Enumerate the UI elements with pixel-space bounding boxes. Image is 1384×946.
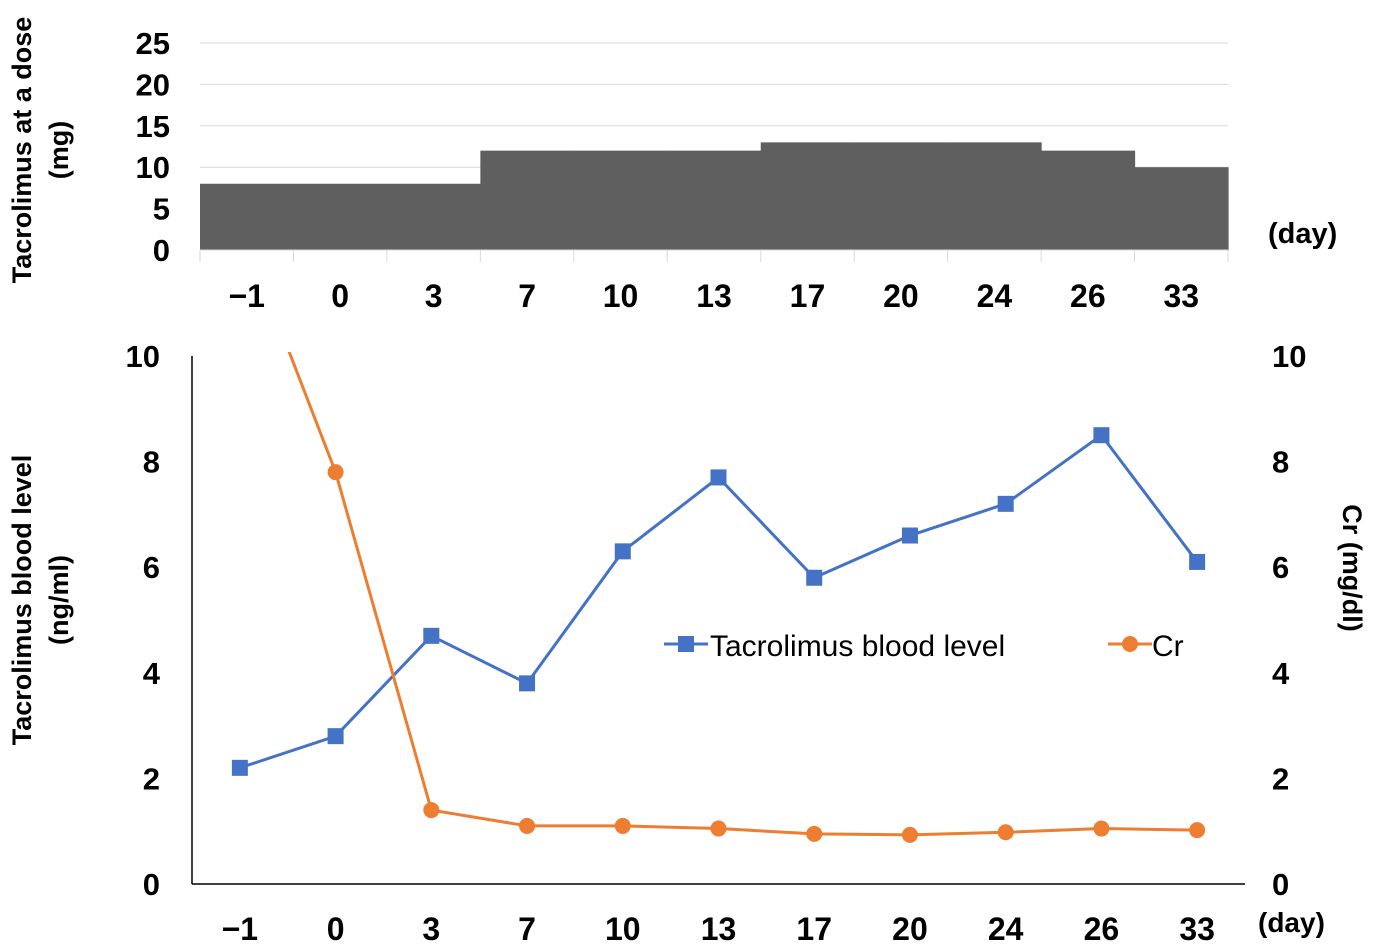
blood-level-y-axis-unit: (ng/ml) <box>44 555 74 645</box>
blood-level-left-tick-label: 0 <box>143 867 160 902</box>
dose-bar-chart: 0 5 10 15 20 25 −1 0 3 7 10 13 17 20 24 26 33 Tacrolimu… <box>7 17 1337 314</box>
dose-y-tick-label: 5 <box>153 192 170 227</box>
blood-level-x-tick-label: 7 <box>518 911 536 946</box>
tacrolimus-data-point <box>423 627 440 644</box>
blood-level-left-tick-label: 10 <box>126 339 160 374</box>
legend-cr-label: Cr <box>1152 630 1184 663</box>
dose-x-axis <box>199 249 1229 262</box>
cr-data-point <box>423 802 440 819</box>
cr-data-point <box>1189 822 1206 839</box>
dose-x-tick-label: 0 <box>331 278 349 314</box>
dose-y-tick-label: 20 <box>136 67 170 102</box>
blood-level-left-tick-label: 2 <box>143 761 160 796</box>
dose-bars <box>200 142 1229 250</box>
tacrolimus-data-point <box>1189 553 1206 570</box>
tacrolimus-data-point <box>1093 427 1110 444</box>
dose-x-tick-label: 26 <box>1070 278 1106 314</box>
dose-y-axis-title: Tacrolimus at a dose <box>7 17 37 284</box>
dose-x-tick-label: 10 <box>603 278 639 314</box>
blood-level-x-tick-label: 20 <box>892 911 928 946</box>
dose-y-tick-label: 10 <box>136 150 170 185</box>
dose-x-tick-label: 13 <box>696 278 732 314</box>
cr-data-point <box>1093 820 1110 837</box>
tacrolimus-data-point <box>614 543 631 560</box>
cr-data-point <box>519 817 536 834</box>
cr-right-tick-label: 10 <box>1272 339 1306 374</box>
tacrolimus-data-point <box>806 569 823 586</box>
line-series <box>231 352 1206 843</box>
legend-tacrolimus-marker <box>678 636 694 652</box>
blood-level-x-tick-label: 3 <box>422 911 440 946</box>
blood-level-x-tick-label: −1 <box>222 911 258 946</box>
blood-level-x-tick-label: 33 <box>1179 911 1215 946</box>
blood-level-left-tick-labels: 0 2 4 6 8 10 <box>126 339 161 902</box>
dose-bar <box>386 183 481 250</box>
blood-level-x-tick-label: 24 <box>988 911 1024 946</box>
legend-cr-marker <box>1122 636 1138 652</box>
blood-level-x-tick-label: 0 <box>327 911 345 946</box>
tacrolimus-data-point <box>997 495 1014 512</box>
cr-right-tick-label: 2 <box>1272 761 1289 796</box>
blood-level-axes <box>191 356 1245 885</box>
legend-tacrolimus-label: Tacrolimus blood level <box>710 630 1005 663</box>
cr-data-point <box>710 820 727 837</box>
dose-x-tick-label: 24 <box>977 278 1013 314</box>
blood-level-y-axis-title: Tacrolimus blood level <box>7 455 37 746</box>
blood-level-x-tick-labels: −1 0 3 7 10 13 17 20 24 26 33 <box>222 911 1215 946</box>
dose-y-tick-label: 25 <box>136 26 170 61</box>
dose-bar <box>760 142 855 250</box>
cr-data-point <box>901 826 918 843</box>
dose-x-tick-labels: −1 0 3 7 10 13 17 20 24 26 33 <box>228 278 1199 314</box>
blood-level-x-axis-unit: (day) <box>1258 907 1325 938</box>
cr-series-line <box>287 352 1198 837</box>
blood-level-left-tick-label: 8 <box>143 445 160 480</box>
tacrolimus-data-point <box>901 527 918 544</box>
cr-data-point <box>327 464 344 481</box>
legend: Tacrolimus blood level Cr <box>664 630 1184 663</box>
tacrolimus-data-point <box>327 728 344 745</box>
tacrolimus-data-point <box>231 759 248 776</box>
cr-y-axis-title: Cr (mg/dl) <box>1337 504 1367 632</box>
blood-level-left-tick-label: 6 <box>143 550 160 585</box>
dose-x-axis-unit: (day) <box>1268 218 1337 250</box>
cr-data-point <box>997 824 1014 841</box>
dose-x-tick-label: 33 <box>1163 278 1199 314</box>
dose-bar <box>947 142 1042 250</box>
tacrolimus-data-point <box>519 675 536 692</box>
blood-level-x-tick-label: 13 <box>701 911 737 946</box>
dose-bar <box>1134 167 1229 250</box>
cr-right-tick-label: 0 <box>1272 867 1289 902</box>
blood-level-left-tick-label: 4 <box>143 656 161 691</box>
dose-x-tick-label: 17 <box>790 278 826 314</box>
blood-level-x-tick-label: 10 <box>605 911 641 946</box>
dose-x-tick-label: 3 <box>425 278 443 314</box>
dose-y-tick-label: 0 <box>153 233 170 268</box>
dose-bar <box>667 150 762 250</box>
dose-bar <box>200 183 295 250</box>
dose-y-axis-unit: (mg) <box>44 121 74 179</box>
cr-right-tick-label: 8 <box>1272 445 1289 480</box>
dose-y-tick-labels: 0 5 10 15 20 25 <box>136 26 170 268</box>
cr-data-point <box>614 817 631 834</box>
dose-bar <box>1041 150 1136 250</box>
dose-bar <box>854 142 949 250</box>
tacrolimus-data-point <box>710 469 727 486</box>
blood-level-x-tick-label: 17 <box>796 911 832 946</box>
dose-y-tick-label: 15 <box>136 109 170 144</box>
cr-right-tick-label: 6 <box>1272 550 1289 585</box>
dose-x-tick-label: 20 <box>883 278 919 314</box>
dose-x-tick-label: −1 <box>228 278 264 314</box>
blood-level-x-tick-label: 26 <box>1084 911 1120 946</box>
dose-bar <box>480 150 575 250</box>
cr-right-tick-label: 4 <box>1272 656 1290 691</box>
dose-bar <box>573 150 668 250</box>
dose-bar <box>293 183 388 250</box>
cr-right-tick-labels: 0 2 4 6 8 10 <box>1272 339 1306 902</box>
cr-data-point <box>806 825 823 842</box>
dose-x-tick-label: 7 <box>518 278 536 314</box>
